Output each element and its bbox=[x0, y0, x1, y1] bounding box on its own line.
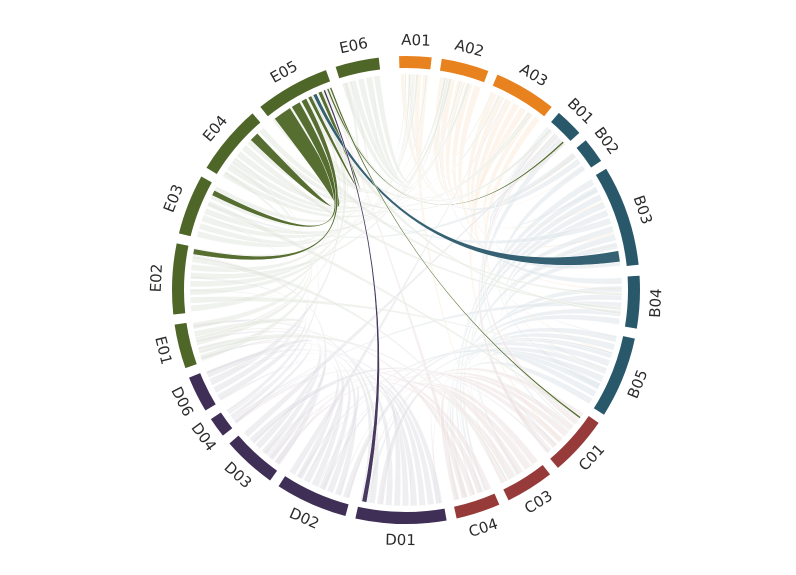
chord-d01-d02 bbox=[323, 393, 402, 507]
chord-b03-b01 bbox=[491, 126, 621, 270]
segment-label-b05: B05 bbox=[624, 367, 652, 401]
segment-label-e06: E06 bbox=[338, 34, 370, 58]
chord-e02-b05 bbox=[189, 296, 607, 373]
chord-e04-a02 bbox=[226, 77, 447, 214]
chord-d02-a03 bbox=[288, 98, 508, 476]
highlighted-chord-e05-c01[interactable] bbox=[329, 86, 582, 419]
segment-arc-b02[interactable] bbox=[576, 140, 602, 168]
chord-e06-a02 bbox=[357, 77, 462, 186]
segment-arc-a02[interactable] bbox=[439, 58, 489, 83]
segment-label-a03: A03 bbox=[517, 60, 551, 90]
segment-arc-b05[interactable] bbox=[593, 336, 635, 415]
segment-label-c04: C04 bbox=[466, 515, 500, 541]
chord-e04-a03 bbox=[221, 91, 494, 219]
chord-e06-a02 bbox=[365, 76, 450, 185]
chord-a03-b05 bbox=[473, 98, 614, 355]
segment-label-b04: B04 bbox=[646, 288, 666, 318]
segment-arc-b03[interactable] bbox=[595, 168, 639, 267]
chord-e02-c03 bbox=[191, 255, 511, 481]
segment-arc-a01[interactable] bbox=[399, 56, 432, 70]
chord-d02-b05 bbox=[342, 337, 614, 499]
segment-arc-d03[interactable] bbox=[229, 435, 278, 481]
chord-e06-a03 bbox=[341, 81, 501, 191]
segment-arc-e05[interactable] bbox=[260, 70, 331, 117]
segment-label-b03: B03 bbox=[630, 193, 656, 227]
chord-c01-b01 bbox=[478, 132, 557, 455]
chord-d06-d04 bbox=[205, 339, 313, 415]
segment-label-d06: D06 bbox=[167, 384, 197, 419]
segment-arc-d01[interactable] bbox=[355, 506, 447, 524]
highlighted-chord-e05-e05[interactable] bbox=[307, 90, 361, 193]
segment-label-e05: E05 bbox=[267, 57, 301, 87]
highlighted-chord-e05-e03[interactable] bbox=[211, 101, 338, 228]
segment-arc-c03[interactable] bbox=[503, 464, 551, 501]
segment-arc-b01[interactable] bbox=[551, 112, 580, 141]
chord-e03-a01 bbox=[196, 73, 415, 248]
segment-arcs bbox=[172, 56, 640, 524]
segment-arc-d06[interactable] bbox=[189, 373, 216, 411]
chord-e06-a02 bbox=[373, 75, 466, 185]
segment-arc-c01[interactable] bbox=[550, 416, 599, 468]
chord-e03-c01 bbox=[206, 200, 582, 420]
chord-d02-d06 bbox=[219, 358, 340, 480]
segment-label-e03: E03 bbox=[160, 182, 187, 215]
chord-e06-a03 bbox=[349, 79, 502, 190]
chord-e01-c03 bbox=[197, 333, 509, 482]
segment-arc-e04[interactable] bbox=[206, 113, 261, 175]
segment-label-a02: A02 bbox=[453, 36, 486, 61]
segment-arc-a03[interactable] bbox=[492, 74, 552, 117]
chord-e04-a01 bbox=[231, 73, 416, 211]
chord-d01-d03 bbox=[252, 378, 427, 506]
highlighted-chord-e05-e02[interactable] bbox=[192, 98, 339, 261]
segment-arc-d02[interactable] bbox=[278, 476, 349, 517]
segment-arc-e06[interactable] bbox=[335, 57, 381, 79]
segment-arc-b04[interactable] bbox=[624, 275, 640, 329]
segment-label-e02: E02 bbox=[147, 263, 166, 292]
chord-e02-a01 bbox=[192, 73, 419, 260]
segment-arc-e02[interactable] bbox=[172, 243, 189, 315]
highlighted-chord-e05-d01[interactable] bbox=[323, 89, 380, 503]
highlighted-chords bbox=[192, 86, 621, 503]
chord-e01-d06 bbox=[193, 317, 305, 381]
segment-arc-c04[interactable] bbox=[454, 493, 500, 519]
chord-d02-e01 bbox=[198, 336, 345, 488]
chord-d01-d03 bbox=[265, 383, 410, 507]
chord-a02-b03 bbox=[451, 82, 605, 230]
chord-c04-c03 bbox=[440, 385, 533, 502]
segment-arc-e03[interactable] bbox=[178, 176, 212, 237]
segment-label-d01: D01 bbox=[385, 531, 416, 550]
segment-arc-e01[interactable] bbox=[174, 322, 197, 369]
segment-label-d02: D02 bbox=[287, 504, 322, 533]
segment-label-c03: C03 bbox=[521, 487, 556, 518]
segment-label-e01: E01 bbox=[151, 334, 175, 366]
segment-arc-d04[interactable] bbox=[210, 412, 233, 436]
highlighted-chord-e05-b03[interactable] bbox=[312, 93, 621, 266]
segment-label-a01: A01 bbox=[401, 31, 431, 50]
chord-e04-b04 bbox=[241, 144, 622, 311]
